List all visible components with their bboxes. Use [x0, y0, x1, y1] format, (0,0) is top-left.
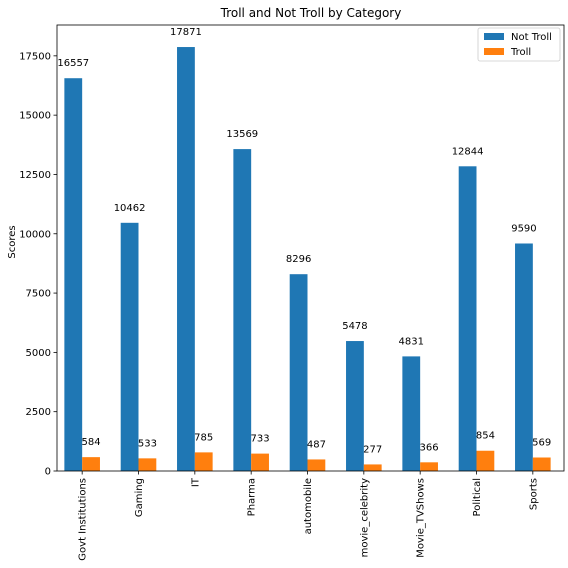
bar — [532, 457, 551, 471]
data-label: 10462 — [114, 203, 146, 214]
bar — [251, 453, 269, 471]
y-axis-label: Scores — [7, 225, 18, 258]
x-tick-label: Govt Institutions — [78, 478, 89, 561]
data-label: 17871 — [170, 27, 202, 38]
y-tick-label: 0 — [45, 467, 51, 478]
bar — [64, 78, 83, 471]
data-label: 533 — [138, 438, 157, 449]
x-tick-label: Sports — [528, 478, 539, 510]
data-label: 4831 — [399, 336, 424, 347]
bar — [402, 356, 421, 471]
data-label: 5478 — [342, 321, 367, 332]
x-tick-label: IT — [190, 477, 201, 487]
data-label: 733 — [251, 434, 270, 445]
legend-swatch — [484, 48, 504, 55]
data-label: 366 — [420, 442, 439, 453]
bar — [515, 243, 533, 471]
bar — [307, 459, 326, 471]
y-tick-label: 5000 — [26, 348, 51, 359]
plot-frame — [56, 24, 565, 472]
x-tick-label: movie_celebrity — [359, 478, 370, 557]
y-tick-label: 15000 — [19, 111, 51, 122]
y-tick-label: 12500 — [19, 170, 51, 181]
data-label: 13569 — [226, 129, 258, 140]
data-label: 854 — [476, 431, 495, 442]
y-tick-label: 7500 — [26, 289, 51, 300]
y-tick-label: 2500 — [26, 407, 51, 418]
y-tick-label: 10000 — [19, 229, 51, 240]
bar — [420, 462, 438, 471]
data-label: 785 — [194, 432, 213, 443]
bar — [120, 222, 139, 471]
x-tick-label: Pharma — [247, 478, 258, 516]
bar — [458, 166, 477, 471]
data-label: 487 — [307, 439, 326, 450]
bar — [346, 341, 364, 471]
x-tick-label: automobile — [303, 478, 314, 534]
data-label: 12844 — [452, 146, 484, 157]
bar — [138, 458, 157, 471]
bar — [82, 457, 100, 471]
bar — [233, 149, 252, 472]
chart-title: Troll and Not Troll by Category — [220, 6, 402, 20]
data-label: 16557 — [57, 58, 89, 69]
bars-layer: 16557 584 10462 533 17871 785 13569 733 8296 487 5… — [57, 27, 551, 472]
x-tick-label: Movie_TVShows — [416, 478, 427, 558]
legend-label: Troll — [510, 47, 531, 58]
x-tick-label: Gaming — [134, 478, 145, 517]
bar — [194, 452, 213, 471]
legend-label: Not Troll — [511, 32, 552, 43]
data-label: 569 — [532, 438, 551, 449]
x-tick-label: Political — [472, 478, 483, 516]
legend: Not Troll Troll — [477, 27, 561, 62]
data-label: 277 — [363, 444, 382, 455]
data-label: 9590 — [511, 223, 536, 234]
y-tick-label: 17500 — [19, 51, 51, 62]
bar — [476, 450, 495, 471]
data-label: 8296 — [286, 254, 311, 265]
bar — [177, 47, 195, 472]
data-label: 584 — [82, 437, 101, 448]
bar — [363, 464, 382, 471]
legend-swatch — [484, 33, 504, 40]
ticks-layer: Govt Institutions Gaming IT Pharma automobil… — [19, 51, 539, 560]
bar — [289, 274, 308, 471]
